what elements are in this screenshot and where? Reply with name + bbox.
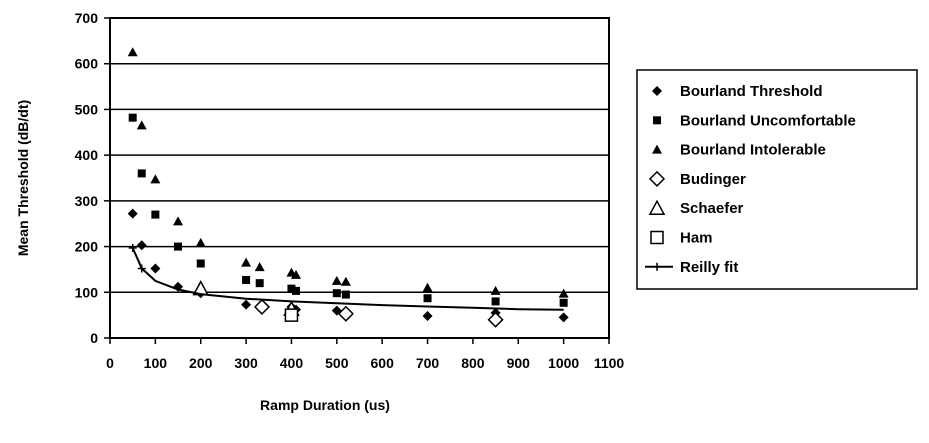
legend-swatch <box>652 86 662 96</box>
legend-label: Budinger <box>680 171 746 188</box>
legend: Bourland Threshold Bourland Uncomfortable… <box>636 69 918 290</box>
y-tick-label: 200 <box>75 239 99 255</box>
data-point <box>558 288 569 298</box>
data-point <box>241 257 252 267</box>
legend-label: Bourland Intolerable <box>680 142 826 159</box>
data-point <box>340 276 351 286</box>
legend-label: Schaefer <box>680 200 744 217</box>
data-point <box>331 275 342 285</box>
y-tick-label: 600 <box>75 56 99 72</box>
x-tick-label: 700 <box>416 355 440 371</box>
data-point <box>337 305 354 322</box>
x-tick-label: 100 <box>144 355 168 371</box>
reilly-fit-line <box>131 247 564 311</box>
data-point <box>422 282 433 292</box>
legend-box <box>636 69 918 290</box>
legend-swatch <box>650 230 664 245</box>
data-point <box>291 286 300 295</box>
legend-swatch <box>652 144 662 154</box>
x-tick-label: 200 <box>189 355 213 371</box>
x-tick-label: 900 <box>507 355 531 371</box>
data-point <box>241 299 252 310</box>
data-point <box>341 290 350 299</box>
series-layer <box>127 47 569 328</box>
data-point <box>491 297 500 306</box>
data-point <box>136 240 147 251</box>
y-tick-label: 700 <box>75 10 99 26</box>
data-point <box>253 298 271 315</box>
x-tick-label: 600 <box>371 355 395 371</box>
data-point <box>287 284 296 293</box>
data-point <box>490 285 501 295</box>
data-point <box>242 275 251 284</box>
data-point <box>195 237 206 247</box>
legend-label: Bourland Threshold <box>680 83 823 100</box>
data-point <box>290 269 301 279</box>
data-point <box>151 210 160 219</box>
y-tick-label: 500 <box>75 101 99 117</box>
data-point <box>128 113 137 122</box>
data-point <box>196 259 205 268</box>
x-tick-label: 400 <box>280 355 304 371</box>
data-point <box>255 279 264 288</box>
legend-swatch <box>648 170 666 187</box>
legend-swatch <box>648 199 666 215</box>
data-point <box>127 47 138 57</box>
plot-area-border <box>109 17 610 339</box>
x-tick-label: 1000 <box>548 355 579 371</box>
data-point <box>487 311 504 328</box>
series-budinger <box>253 298 504 328</box>
y-tick-label: 400 <box>75 147 99 163</box>
data-point <box>150 263 161 274</box>
series-ham <box>284 308 299 322</box>
data-point <box>174 242 183 251</box>
data-point <box>136 120 147 130</box>
y-tick-label: 100 <box>75 284 99 300</box>
data-point <box>332 289 341 298</box>
x-tick-label: 300 <box>234 355 258 371</box>
legend-label: Reilly fit <box>680 259 738 276</box>
series-reilly-fit <box>128 243 564 311</box>
x-tick-label: 1100 <box>594 355 625 371</box>
data-point <box>423 294 432 303</box>
data-point <box>150 174 161 184</box>
x-tick-label: 0 <box>106 355 114 371</box>
legend-label: Bourland Uncomfortable <box>680 112 856 129</box>
data-point <box>254 262 265 272</box>
data-point <box>284 308 299 322</box>
data-point <box>422 311 433 322</box>
legend-label: Ham <box>680 230 713 247</box>
series-bourland-uncomfortable <box>128 113 568 307</box>
x-tick-label: 800 <box>461 355 485 371</box>
y-axis-title: Mean Threshold (dB/dt) <box>15 100 31 256</box>
x-axis-title: Ramp Duration (us) <box>260 397 390 413</box>
legend-swatch <box>653 116 661 125</box>
y-tick-label: 300 <box>75 193 99 209</box>
x-tick-label: 500 <box>325 355 349 371</box>
series-bourland-intolerable <box>127 47 569 298</box>
data-point <box>558 312 569 323</box>
tick-labels: 0 100 200 300 400 500 600 700 0 100 200 300 400 500 60… <box>75 10 625 371</box>
y-tick-label: 0 <box>90 330 98 346</box>
data-point <box>137 169 146 178</box>
data-point <box>559 298 568 307</box>
data-point <box>127 208 138 219</box>
data-point <box>173 216 184 226</box>
